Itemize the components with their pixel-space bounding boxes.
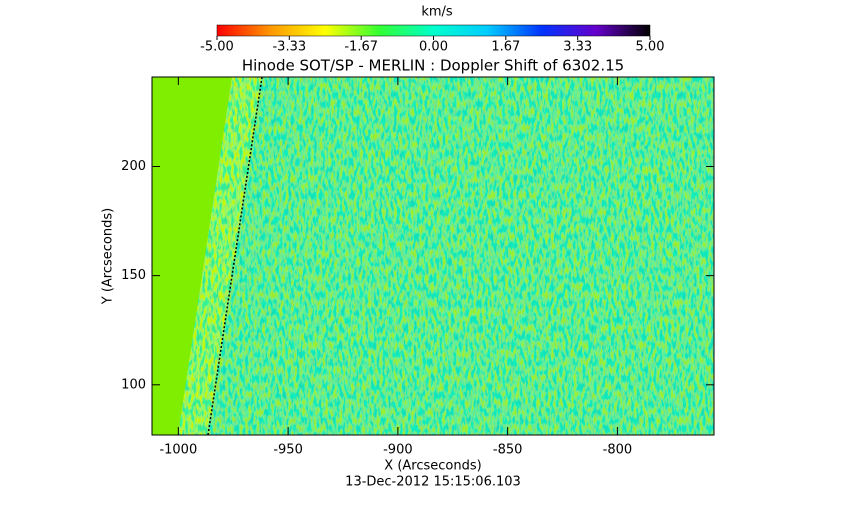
colorbar-tick-label: 3.33 <box>563 40 592 55</box>
colorbar-tick-label: -3.33 <box>272 40 306 55</box>
colorbar-label: km/s <box>421 5 453 20</box>
y-tick-label: 100 <box>121 377 146 392</box>
x-tick-label: -950 <box>273 443 303 458</box>
colorbar <box>216 24 651 37</box>
y-tick-label: 200 <box>121 159 146 174</box>
annotation: 13-Dec-2012 15:15:06.103 <box>345 475 521 490</box>
colorbar-tick-label: 0.00 <box>419 40 448 55</box>
colorbar-tick-label: 1.67 <box>491 40 520 55</box>
chart-title: Hinode SOT/SP - MERLIN : Doppler Shift o… <box>242 57 624 75</box>
colorbar-tick-label: -5.00 <box>200 40 234 55</box>
y-tick-label: 150 <box>121 268 146 283</box>
x-tick-label: -900 <box>383 443 413 458</box>
plot-frame <box>151 76 715 436</box>
doppler-image <box>152 76 714 436</box>
colorbar-tick-label: -1.67 <box>344 40 378 55</box>
colorbar-tick-label: 5.00 <box>636 40 665 55</box>
x-tick-label: -1000 <box>159 443 197 458</box>
x-axis-label: X (Arcseconds) <box>384 459 481 474</box>
x-tick-label: -850 <box>493 443 523 458</box>
x-tick-label: -800 <box>603 443 633 458</box>
y-axis-label: Y (Arcseconds) <box>101 208 116 305</box>
